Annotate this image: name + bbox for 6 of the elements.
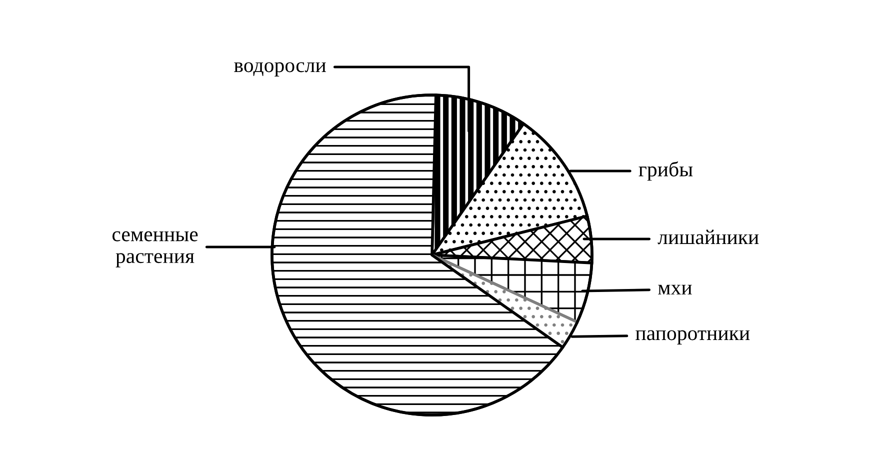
slice-label: грибы bbox=[638, 161, 693, 181]
slice-label: мхи bbox=[658, 284, 692, 294]
slice-label: папоротники bbox=[636, 330, 750, 344]
slice-label: семенные растения bbox=[112, 231, 198, 268]
slice-label: водоросли bbox=[234, 62, 326, 76]
slice-label: лишайники bbox=[658, 230, 759, 244]
